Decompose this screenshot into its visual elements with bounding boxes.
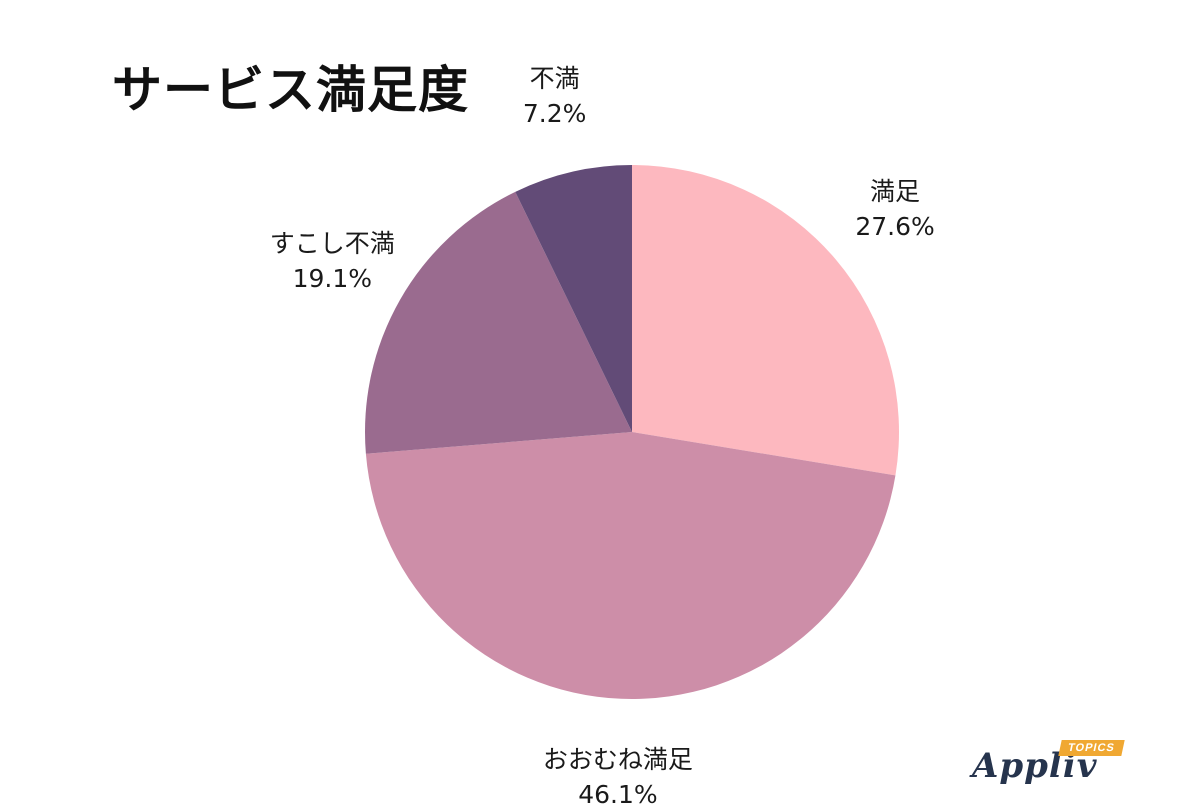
slice-label-value: 7.2% [522, 98, 587, 128]
logo-topics-badge: TOPICS [1058, 740, 1125, 756]
slice-label-name: 不満 [529, 63, 580, 93]
chart-title: サービス満足度 [112, 61, 469, 119]
slice-label: 不満 7.2% [523, 61, 587, 131]
pie-slice [365, 191, 632, 454]
slice-label-value: 46.1% [578, 779, 658, 809]
slice-label-name: 満足 [870, 176, 921, 206]
slice-label: おおむね満足 46.1% [543, 742, 693, 812]
slice-label: すこし不満 19.1% [270, 226, 395, 296]
pie-slice [632, 165, 899, 476]
appliv-topics-logo: Appliv TOPICS [968, 732, 1128, 788]
slice-label-value: 19.1% [292, 264, 373, 294]
slice-label-name: おおむね満足 [542, 744, 693, 774]
slice-label-name: すこし不満 [269, 229, 395, 259]
pie-slice [365, 432, 896, 699]
slice-label: 満足 27.6% [855, 174, 934, 244]
slice-label-value: 27.6% [855, 211, 935, 241]
pie-slice [515, 165, 632, 432]
